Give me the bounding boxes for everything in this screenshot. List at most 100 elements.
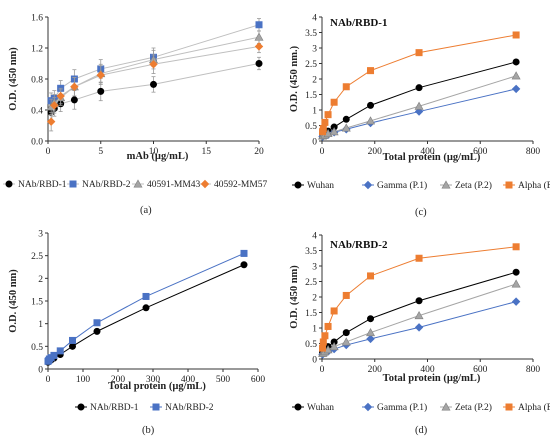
x-tick-label: 200 [368,365,383,375]
series-b-0 [44,261,248,366]
series-line [50,63,260,113]
series-d-3 [319,243,520,352]
data-point [149,60,158,69]
legend-marker [363,402,373,412]
x-tick-label: 0 [46,147,51,157]
legend-marker [505,403,513,411]
data-point [330,307,338,315]
data-point [255,21,263,29]
series-b-1 [44,249,248,365]
data-point [366,328,376,337]
series-d-1 [318,297,521,359]
data-point [56,91,65,101]
legend-entry: Wuhan [307,181,334,191]
data-point [342,115,350,123]
data-point [97,87,105,95]
data-point [96,70,105,80]
panel-tag: (d) [415,425,428,436]
series-c-0 [319,58,520,138]
data-point [324,111,332,119]
legend-marker [77,403,85,411]
x-tick-label: 600 [251,375,266,385]
legend-entry: Gamma (P.1) [377,402,427,413]
data-point [70,96,78,104]
y-tick-label: 1.5 [31,298,43,308]
y-tick-label: 1.5 [305,91,317,101]
data-point [93,319,101,327]
y-tick-label: 0 [38,366,43,376]
legend: Wuhan Gamma (P.1) Zeta (P.2) Alpha (B.1.1.7… [292,180,550,191]
x-tick-label: 400 [181,375,196,385]
x-axis-label: Total protein (µg/mL) [108,381,206,392]
data-point [342,329,350,337]
data-point [70,82,79,91]
data-point [319,344,327,352]
y-tick-label: 1 [38,320,43,330]
x-tick-label: 500 [216,375,231,385]
y-tick-label: 2 [312,294,317,304]
data-point [321,118,329,126]
y-tick-label: 2.5 [305,278,317,288]
x-tick-label: 20 [254,147,264,157]
y-axis-label: O.D. (450 nm.) [289,45,300,112]
legend-entry: Zeta (P.2) [455,180,492,191]
x-tick-label: 0 [46,375,51,385]
data-point [414,323,424,332]
legend-entry: Alpha (B.1.1.7) [518,402,550,413]
y-tick-label: 3.5 [305,247,317,257]
data-point [366,116,376,125]
y-tick-label: 2.5 [305,60,317,70]
chart-panel-a: 0 5 10 15 20 0.0 0.4 0.8 1.2 1.6 mAb (µg/mL) O.D. (… [3,14,268,216]
y-axis-label: O.D. (450 nm) [289,265,300,329]
data-point [324,322,332,330]
data-point [511,71,521,80]
x-axis-label: Total protein (µg/mL) [383,152,481,163]
x-axis-label: Total protein (µg/mL) [383,373,481,384]
legend-marker [294,403,302,411]
x-tick-label: 400 [420,147,435,157]
data-point [330,98,338,106]
y-tick-label: 0.0 [31,138,43,148]
data-point [150,80,158,88]
y-tick-label: 0 [312,138,317,148]
panel-tag: (c) [415,207,427,218]
data-point [414,101,424,110]
data-point [321,332,329,340]
x-tick-label: 0 [320,147,325,157]
data-point [93,327,101,335]
chart-title: NAb/RBD-2 [330,239,388,251]
y-tick-label: 3.5 [305,29,317,39]
chart-title: NAb/RBD-1 [330,17,387,29]
data-point [512,58,520,66]
x-tick-label: 300 [146,375,161,385]
legend-marker [69,180,77,188]
data-point [367,315,375,323]
x-tick-label: 200 [368,147,383,157]
series-a-3 [46,39,264,132]
data-point [415,297,423,305]
legend-entry: Zeta (P.2) [455,402,492,413]
legend-entry: NAb/RBD-2 [82,180,131,190]
legend-entry: NAb/RBD-1 [18,180,67,190]
data-point [415,49,423,57]
data-point [50,101,59,110]
data-point [142,292,150,300]
y-tick-label: 1.2 [31,45,43,55]
legend-marker [294,181,302,189]
x-tick-label: 600 [473,365,488,375]
data-point [69,336,77,344]
data-point [367,272,375,280]
y-tick-label: 0.5 [305,340,317,350]
y-tick-label: 1.5 [305,309,317,319]
data-point [414,310,424,320]
legend: NAb/RBD-1 NAb/RBD-2 40591-MM43 40592-MM57 [3,179,268,190]
series-c-1 [318,84,521,141]
legend-marker [441,402,451,411]
data-point [512,31,520,39]
x-tick-label: 600 [473,147,488,157]
legend-entry: Alpha (B.1.1.7) [518,180,550,191]
data-point [511,297,521,306]
data-point [254,32,264,41]
data-point [367,67,375,75]
